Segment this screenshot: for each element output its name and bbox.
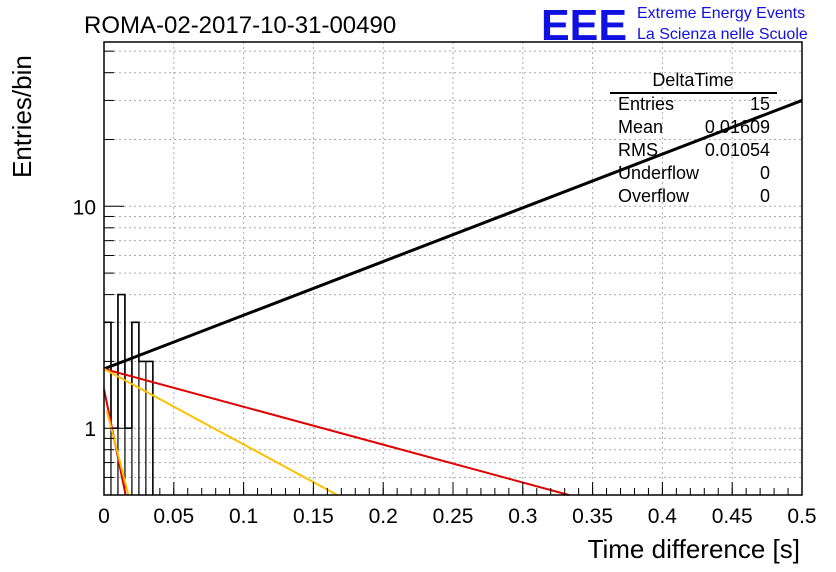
x-tick-label: 0.05 xyxy=(153,505,194,528)
x-tick-label: 0 xyxy=(98,505,110,528)
stats-value-entries: 15 xyxy=(750,94,770,114)
x-tick-label: 0.4 xyxy=(648,505,678,528)
x-tick-label: 0.1 xyxy=(229,505,258,528)
run-title: ROMA-02-2017-10-31-00490 xyxy=(84,12,396,39)
fit-line xyxy=(103,99,803,371)
stats-label-overflow: Overflow xyxy=(618,186,690,206)
y-tick-label: 10 xyxy=(73,196,96,219)
logo-mark: EEE xyxy=(541,1,627,50)
y-axis-label: Entries/bin xyxy=(7,55,37,178)
grid xyxy=(104,42,802,495)
stats-value-mean: 0.01609 xyxy=(705,117,770,137)
logo-line-2: La Scienza nelle Scuole xyxy=(637,26,808,43)
stats-title: DeltaTime xyxy=(652,70,733,90)
stats-label-underflow: Underflow xyxy=(618,163,700,183)
fit-line xyxy=(103,368,338,496)
axis-ticks xyxy=(103,50,803,495)
x-tick-label: 0.5 xyxy=(787,505,816,528)
x-tick-label: 0.25 xyxy=(433,505,474,528)
fit-line xyxy=(105,410,130,496)
logo-line-1: Extreme Energy Events xyxy=(637,5,805,22)
y-tick-label: 1 xyxy=(84,418,96,441)
stats-value-overflow: 0 xyxy=(760,186,770,206)
stats-value-rms: 0.01054 xyxy=(705,140,770,160)
stats-label-mean: Mean xyxy=(618,117,663,137)
x-tick-labels: 0 0.05 0.1 0.15 0.2 0.25 0.3 0.35 0.4 0.45 0.5 xyxy=(98,505,816,528)
stats-label-rms: RMS xyxy=(618,140,658,160)
fit-lines xyxy=(103,99,803,496)
y-tick-labels: 1 10 xyxy=(73,196,96,441)
x-tick-label: 0.15 xyxy=(293,505,334,528)
eee-logo: EEE Extreme Energy Events La Scienza nel… xyxy=(541,1,808,50)
stats-label-entries: Entries xyxy=(618,94,674,114)
histogram-bars xyxy=(104,293,154,495)
x-tick-label: 0.3 xyxy=(508,505,537,528)
x-tick-label: 0.35 xyxy=(572,505,613,528)
fit-line xyxy=(103,367,570,496)
x-tick-label: 0.2 xyxy=(369,505,398,528)
stats-box: DeltaTime Entries 15 Mean 0.01609 RMS 0.… xyxy=(610,70,777,206)
x-axis-label: Time difference [s] xyxy=(588,534,800,564)
stats-value-underflow: 0 xyxy=(760,163,770,183)
x-tick-label: 0.45 xyxy=(712,505,753,528)
